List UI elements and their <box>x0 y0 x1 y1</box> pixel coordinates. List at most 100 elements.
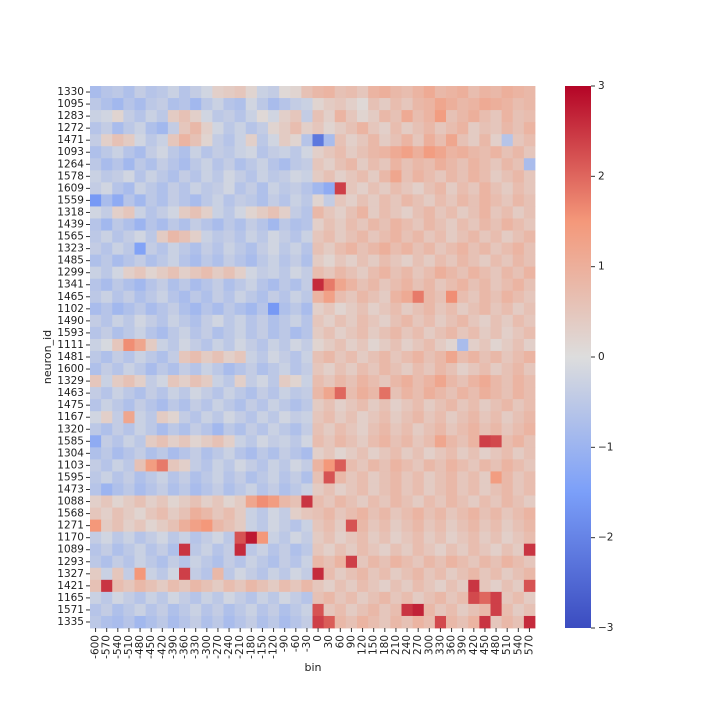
cell <box>123 579 135 593</box>
cell <box>167 230 180 243</box>
cell <box>490 387 503 400</box>
cell <box>479 567 491 581</box>
cell <box>457 242 469 256</box>
cell <box>379 326 391 340</box>
cell <box>179 507 191 520</box>
cell <box>290 471 302 484</box>
cell <box>167 591 180 605</box>
cell <box>446 110 458 123</box>
cell <box>123 350 135 364</box>
cell <box>145 206 158 219</box>
cell <box>145 170 158 183</box>
cell <box>312 531 325 545</box>
cell <box>212 98 224 111</box>
cell <box>101 278 113 292</box>
colorbar-tick-label: 0 <box>598 351 605 363</box>
cell <box>234 567 247 581</box>
cell <box>457 567 469 581</box>
cell <box>401 242 414 256</box>
cell <box>334 242 347 256</box>
cell <box>145 471 158 484</box>
cell <box>501 350 514 364</box>
cell <box>357 435 369 448</box>
cell <box>434 519 447 533</box>
cell <box>279 302 291 316</box>
cell <box>134 447 147 460</box>
cell <box>379 254 391 268</box>
cell <box>434 459 447 472</box>
cell <box>201 146 213 159</box>
cell <box>412 459 425 472</box>
cell <box>345 519 358 533</box>
cell <box>123 495 135 508</box>
y-tick-label: 1088 <box>57 496 84 508</box>
cell <box>223 399 236 412</box>
cell <box>223 242 236 256</box>
cell <box>323 338 336 352</box>
cell <box>379 302 391 316</box>
cell <box>357 507 369 520</box>
cell <box>323 459 336 472</box>
cell <box>234 603 247 617</box>
cell <box>434 134 447 147</box>
cell <box>90 338 102 352</box>
cell <box>457 483 469 496</box>
cell <box>223 375 236 388</box>
cell <box>523 447 536 460</box>
cell <box>490 350 503 364</box>
cell <box>401 555 414 569</box>
cell <box>490 579 503 593</box>
x-tick-label: 240 <box>401 635 413 655</box>
cell <box>145 218 158 231</box>
cell <box>468 483 480 496</box>
cell <box>468 519 480 533</box>
cell <box>312 387 325 400</box>
cell <box>345 483 358 496</box>
cell <box>145 314 158 328</box>
cell <box>401 411 414 424</box>
cell <box>167 603 180 617</box>
cell <box>390 423 402 436</box>
cell <box>268 447 280 460</box>
cell <box>212 363 224 376</box>
cell <box>501 411 514 424</box>
cell <box>201 134 213 147</box>
cell <box>145 350 158 364</box>
cell <box>156 206 169 219</box>
cell <box>212 483 224 496</box>
cell <box>312 302 325 316</box>
cell <box>234 302 247 316</box>
cell <box>212 290 224 304</box>
cell <box>379 387 391 400</box>
cell <box>323 86 336 99</box>
cell <box>256 158 269 171</box>
cell <box>523 242 536 256</box>
cell <box>134 254 147 268</box>
cell <box>345 194 358 207</box>
cell <box>245 338 258 352</box>
cell <box>290 314 302 328</box>
cell <box>234 194 247 207</box>
cell <box>190 218 202 231</box>
cell <box>279 230 291 243</box>
cell <box>357 254 369 268</box>
cell <box>512 314 525 328</box>
cell <box>279 278 291 292</box>
cell <box>234 326 247 340</box>
cell <box>401 471 414 484</box>
cell <box>479 86 491 99</box>
cell <box>334 302 347 316</box>
cell <box>345 567 358 581</box>
cell <box>390 326 402 340</box>
cell <box>468 543 480 557</box>
cell <box>212 218 224 231</box>
cell <box>223 134 236 147</box>
cell <box>323 134 336 147</box>
cell <box>101 314 113 328</box>
cell <box>468 266 480 280</box>
cell <box>190 182 202 195</box>
cell <box>212 302 224 316</box>
cell <box>301 567 313 581</box>
cell <box>490 110 503 123</box>
